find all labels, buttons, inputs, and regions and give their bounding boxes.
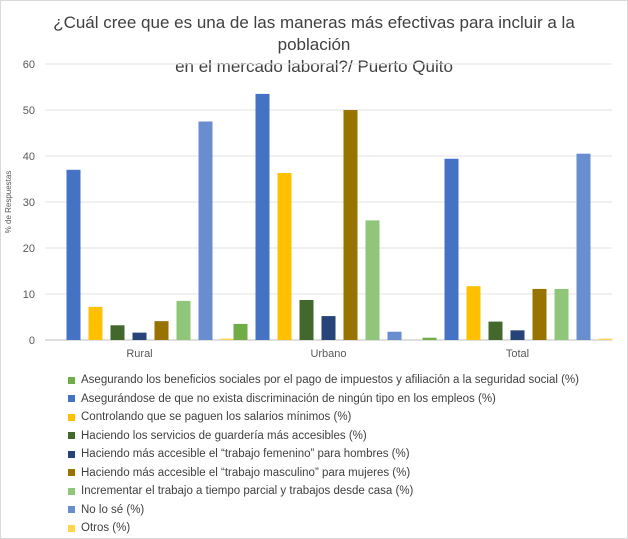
y-tick-label: 0 xyxy=(29,335,35,347)
x-category-label: Rural xyxy=(126,348,152,360)
legend-swatch xyxy=(68,469,75,477)
bar xyxy=(510,330,525,340)
legend-swatch xyxy=(68,506,75,514)
legend-swatch xyxy=(68,413,75,421)
bar xyxy=(532,288,547,340)
bar xyxy=(132,332,147,340)
legend-label: No lo sé (%) xyxy=(81,503,145,516)
legend-item: Otros (%) xyxy=(68,519,613,538)
y-tick-label: 10 xyxy=(23,289,35,301)
bar xyxy=(576,153,591,340)
x-category-label: Urbano xyxy=(310,348,346,360)
legend-swatch xyxy=(68,432,75,440)
legend-item: Controlando que se paguen los salarios m… xyxy=(68,408,613,427)
chart-title: ¿Cuál cree que es una de las maneras más… xyxy=(20,12,608,78)
y-axis-title: % de Respuestas xyxy=(4,171,13,234)
bar xyxy=(110,325,125,340)
legend-swatch xyxy=(68,376,75,384)
legend-swatch xyxy=(68,524,75,532)
legend-label: Asegurándose de que no exista discrimina… xyxy=(81,392,496,405)
y-tick-label: 30 xyxy=(23,197,35,209)
chart-title-line-2: en el mercado laboral?/ Puerto Quito xyxy=(175,57,453,76)
bar xyxy=(466,286,481,340)
legend-swatch xyxy=(68,450,75,458)
y-tick-label: 40 xyxy=(23,151,35,163)
bar xyxy=(66,169,81,340)
legend-item: Haciendo más accesible el “trabajo femen… xyxy=(68,445,613,464)
y-tick-label: 60 xyxy=(23,59,35,71)
legend-label: Asegurando los beneficios sociales por e… xyxy=(81,374,579,387)
bar xyxy=(255,93,270,341)
bar xyxy=(387,331,402,340)
bar xyxy=(277,173,292,340)
bar xyxy=(299,299,314,340)
legend-label: Controlando que se paguen los salarios m… xyxy=(81,411,352,424)
bar xyxy=(422,337,437,340)
bar xyxy=(365,220,380,340)
bar xyxy=(321,316,336,340)
x-category-label: Total xyxy=(506,348,529,360)
bar-chart-plot: 0 10 20 30 40 50 60 % de Respuestas Rural Urbano T… xyxy=(4,59,613,360)
legend-label: Haciendo los servicios de guardería más … xyxy=(81,429,367,442)
chart-title-line-1: ¿Cuál cree que es una de las maneras más… xyxy=(53,13,575,54)
legend-label: Otros (%) xyxy=(81,522,131,535)
legend-swatch xyxy=(68,487,75,495)
y-tick-label: 50 xyxy=(23,105,35,117)
bar xyxy=(154,321,169,340)
legend-label: Haciendo más accesible el “trabajo femen… xyxy=(81,448,410,461)
bar xyxy=(233,323,248,340)
bar xyxy=(444,158,459,340)
bar xyxy=(554,288,569,340)
legend-item: Haciendo los servicios de guardería más … xyxy=(68,427,613,446)
chart-legend: Asegurando los beneficios sociales por e… xyxy=(68,371,613,538)
bar xyxy=(343,110,358,340)
legend-item: Asegurando los beneficios sociales por e… xyxy=(68,371,613,390)
y-tick-label: 20 xyxy=(23,243,35,255)
legend-item: Incrementar el trabajo a tiempo parcial … xyxy=(68,482,613,501)
bar xyxy=(176,300,191,340)
bar xyxy=(598,338,613,340)
legend-item: No lo sé (%) xyxy=(68,501,613,520)
legend-label: Haciendo más accesible el “trabajo mascu… xyxy=(81,466,411,479)
legend-swatch xyxy=(68,395,75,403)
legend-label: Incrementar el trabajo a tiempo parcial … xyxy=(81,485,414,498)
legend-item: Haciendo más accesible el “trabajo mascu… xyxy=(68,464,613,483)
bar xyxy=(198,121,213,340)
bar xyxy=(488,321,503,340)
bar xyxy=(220,338,235,340)
legend-item: Asegurándose de que no exista discrimina… xyxy=(68,390,613,409)
bar xyxy=(88,306,103,340)
